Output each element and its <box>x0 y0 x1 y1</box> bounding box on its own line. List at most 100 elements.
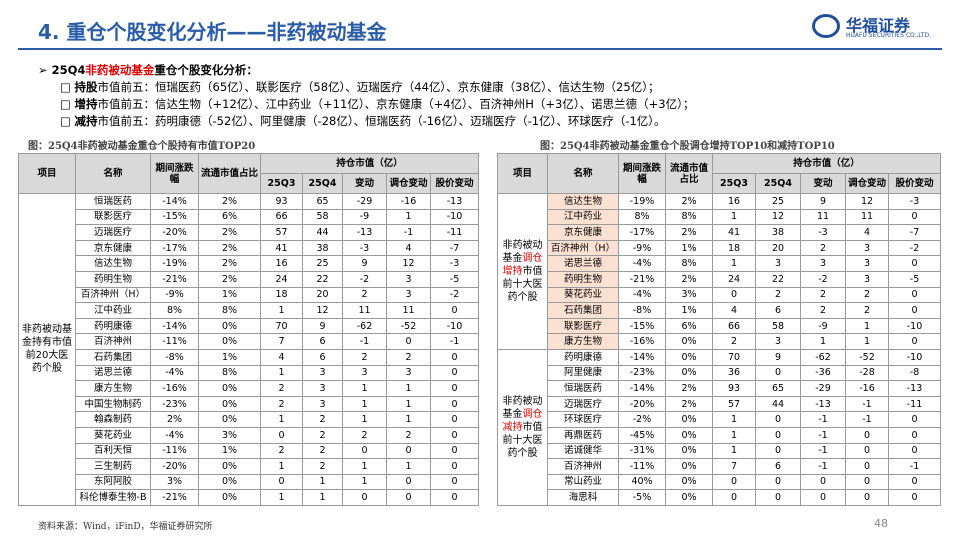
name-cell: 东阿阿胶 <box>75 473 151 491</box>
name-cell: 联影医疗 <box>75 208 151 226</box>
value-cell: -16% <box>150 380 199 397</box>
table-row: 科伦博泰生物-B -21% 0% 1 1 0 0 0 <box>19 489 480 506</box>
value-cell: 93 <box>260 193 303 210</box>
value-cell: 0% <box>665 426 713 444</box>
name-cell: 江中药业 <box>547 208 619 226</box>
name-cell: 恒瑞医药 <box>75 193 151 210</box>
table-row: 药明康德 -14% 0% 70 9 -62 -52 -10 <box>19 317 480 335</box>
value-cell: -36 <box>800 364 846 382</box>
value-cell: 0 <box>429 442 480 460</box>
value-cell: 0 <box>342 442 387 460</box>
name-cell: 京东健康 <box>75 239 151 257</box>
value-cell: -16 <box>845 380 889 397</box>
value-cell: 7 <box>260 333 303 350</box>
value-cell: 0% <box>665 364 713 382</box>
name-cell: 迈瑞医疗 <box>547 395 619 413</box>
value-cell: 1 <box>712 426 756 444</box>
value-cell: 4 <box>386 239 431 257</box>
value-cell: 36 <box>712 364 756 382</box>
table-row: 迈瑞医疗 -20% 2% 57 44 -13 -1 -11 <box>19 224 480 241</box>
page-number: 48 <box>874 517 888 530</box>
value-cell: 0 <box>845 458 889 475</box>
value-cell: 1 <box>260 364 303 382</box>
value-cell: 0% <box>198 395 261 413</box>
lead-post: 重仓个股变化分析： <box>154 63 258 77</box>
value-cell: -13 <box>342 224 387 241</box>
value-cell: -28 <box>845 364 889 382</box>
table-row: 阿里健康 -23% 0% 36 0 -36 -28 -8 <box>498 364 942 382</box>
value-cell: 1 <box>342 380 387 397</box>
value-cell: 57 <box>260 224 303 241</box>
value-cell: -23% <box>150 395 199 413</box>
value-cell: -13 <box>800 395 846 413</box>
header-cell: 持仓市值（亿） <box>711 153 942 174</box>
name-cell: 药明康德 <box>75 317 151 335</box>
value-cell: 0% <box>198 458 261 475</box>
value-cell: 2 <box>302 442 343 460</box>
item-label: 持股 <box>74 80 98 94</box>
table-row: 诺思兰德 -4% 8% 1 3 3 3 0 <box>498 255 942 272</box>
value-cell: 65 <box>302 193 343 210</box>
value-cell: 0 <box>429 426 480 444</box>
name-cell: 再鼎医药 <box>547 426 619 444</box>
value-cell: 3 <box>302 380 343 397</box>
value-cell: -4% <box>150 364 199 382</box>
value-cell: -1 <box>800 442 846 460</box>
right-table: 项目 名称 期间涨跌幅 流通市值占比 持仓市值（亿） 25Q3 25Q4 变动 调仓变动 股价变动… <box>497 153 942 506</box>
summary-item: □ 减持市值前五：药明康德（-52亿）、阿里健康（-28亿）、恒瑞医药（-16亿… <box>60 114 666 128</box>
value-cell: 12 <box>755 208 801 226</box>
value-cell: 4 <box>845 224 889 241</box>
value-cell: 0 <box>887 333 942 350</box>
value-cell: 0 <box>429 380 480 397</box>
value-cell: 38 <box>302 239 343 257</box>
table-row: 环球医疗 -2% 0% 1 0 -1 -1 0 <box>498 411 942 428</box>
value-cell: 0 <box>887 286 942 304</box>
name-cell: 恒瑞医药 <box>547 380 619 397</box>
table-row: 京东健康 -17% 2% 41 38 -3 4 -7 <box>498 224 942 241</box>
value-cell: 0% <box>665 333 713 350</box>
value-cell: -1 <box>386 224 431 241</box>
value-cell: -3 <box>800 224 846 241</box>
value-cell: 0 <box>755 473 801 491</box>
value-cell: 0 <box>755 489 801 506</box>
value-cell: 11 <box>845 208 889 226</box>
value-cell: 1 <box>386 380 431 397</box>
value-cell: 66 <box>260 208 303 226</box>
name-cell: 葵花药业 <box>75 426 151 444</box>
value-cell: 11 <box>342 302 387 319</box>
title-rule <box>18 48 942 50</box>
header-cell: 期间涨跌幅 <box>150 153 199 194</box>
value-cell: 0 <box>429 302 480 319</box>
item-label: 减持 <box>74 114 98 128</box>
value-cell: 0% <box>198 473 261 491</box>
value-cell: 11 <box>800 208 846 226</box>
value-cell: -1 <box>845 411 889 428</box>
value-cell: 8% <box>150 302 199 319</box>
value-cell: 1% <box>665 239 713 257</box>
value-cell: 2 <box>712 333 756 350</box>
value-cell: 2% <box>198 239 261 257</box>
value-cell: -8% <box>618 302 666 319</box>
header-row: 25Q3 25Q4 变动 调仓变动 股价变动 <box>19 173 480 194</box>
value-cell: 3 <box>302 364 343 382</box>
value-cell: 6% <box>198 208 261 226</box>
value-cell: -4% <box>150 426 199 444</box>
value-cell: 0 <box>887 442 942 460</box>
value-cell: -8% <box>150 348 199 366</box>
value-cell: 58 <box>755 317 801 335</box>
name-cell: 药明生物 <box>75 270 151 288</box>
value-cell: 1 <box>712 255 756 272</box>
value-cell: 3% <box>198 426 261 444</box>
value-cell: 38 <box>755 224 801 241</box>
name-cell: 信达生物 <box>75 255 151 272</box>
group-label: 非药被动基金持有市值前20大医药个股 <box>18 193 76 506</box>
left-table: 项目 名称 期间涨跌幅 流通市值占比 持仓市值（亿） 25Q3 25Q4 变动 调仓变动 股价变动… <box>18 153 480 506</box>
value-cell: 6 <box>755 458 801 475</box>
value-cell: 1 <box>386 395 431 413</box>
value-cell: 2 <box>386 426 431 444</box>
value-cell: -11% <box>150 333 199 350</box>
value-cell: 0% <box>665 411 713 428</box>
table-row: 江中药业 8% 8% 1 12 11 11 0 <box>498 208 942 226</box>
header-row: 项目 名称 期间涨跌幅 流通市值占比 持仓市值（亿） <box>18 153 480 194</box>
